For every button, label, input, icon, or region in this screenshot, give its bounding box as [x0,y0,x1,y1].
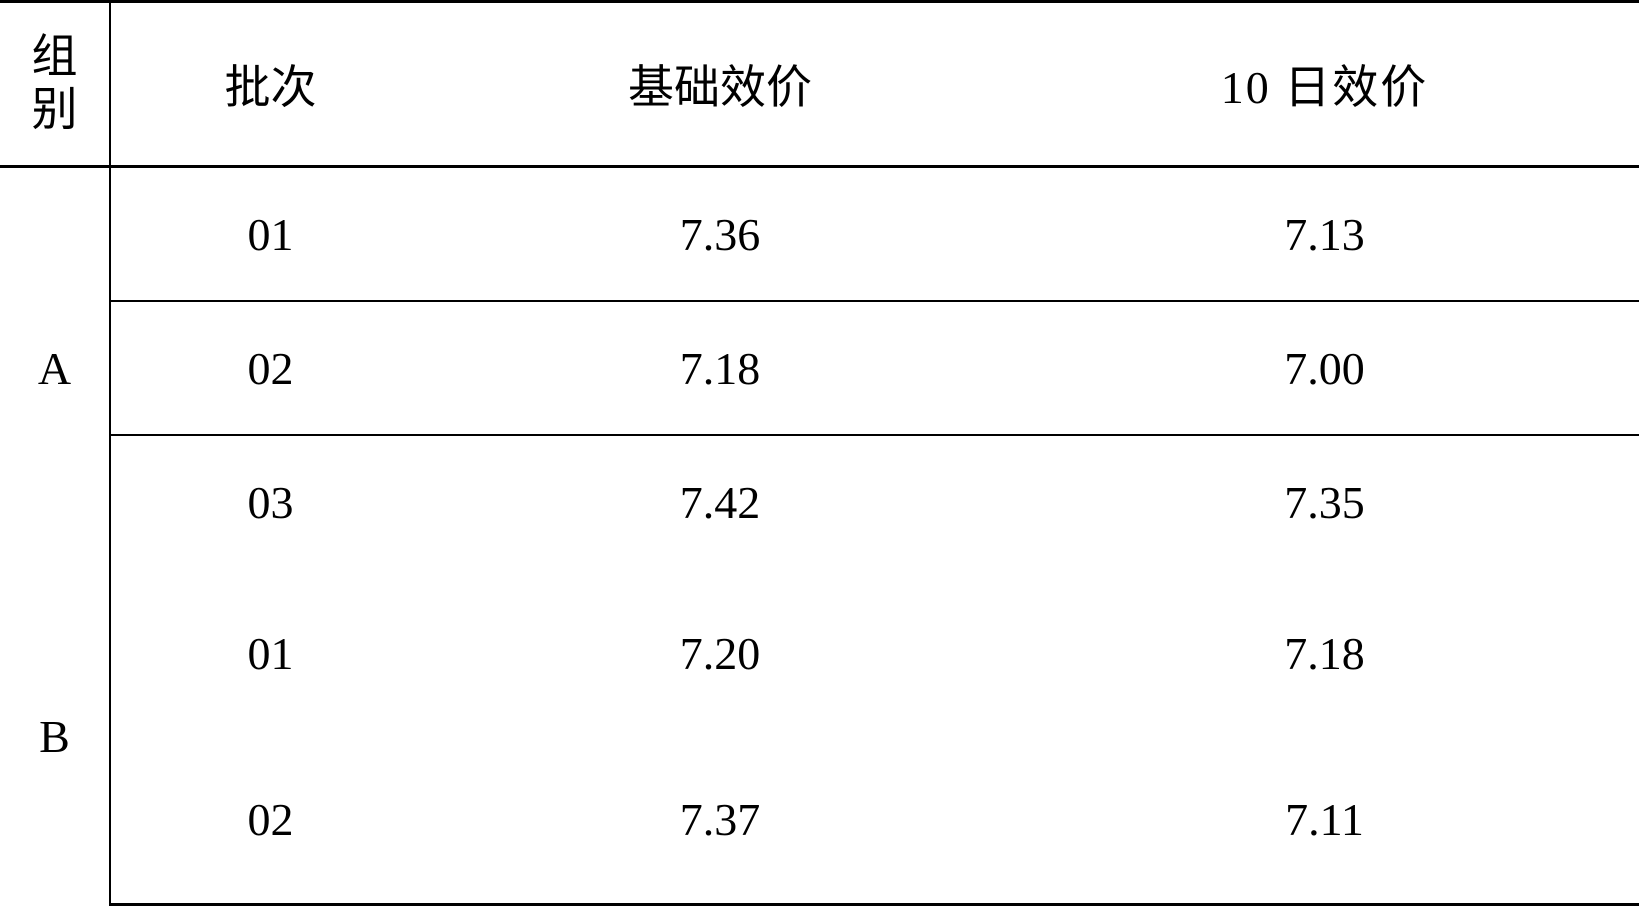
cell-day10-titer: 7.11 [1010,737,1639,905]
cell-batch: 01 [110,167,430,301]
group-label-b: B [0,569,110,904]
table-header-row: 组 别 批次 基础效价 10 日效价 [0,2,1639,167]
col-header-batch: 批次 [110,2,430,167]
cell-base-titer: 7.20 [430,569,1010,737]
table-row: 02 7.18 7.00 [0,301,1639,435]
col-header-base-titer: 基础效价 [430,2,1010,167]
table-row: 02 7.37 7.11 [0,737,1639,905]
cell-batch: 02 [110,737,430,905]
cell-base-titer: 7.36 [430,167,1010,301]
titer-table: 组 别 批次 基础效价 10 日效价 A 01 7.36 7.13 02 7.1… [0,0,1639,906]
col-header-day10-titer: 10 日效价 [1010,2,1639,167]
cell-base-titer: 7.42 [430,435,1010,569]
cell-day10-titer: 7.18 [1010,569,1639,737]
cell-day10-titer: 7.00 [1010,301,1639,435]
col-header-group: 组 别 [0,2,110,167]
cell-base-titer: 7.37 [430,737,1010,905]
cell-day10-titer: 7.13 [1010,167,1639,301]
col-header-group-char1: 组 [32,31,78,84]
col-header-group-char2: 别 [32,84,78,137]
table-row: A 01 7.36 7.13 [0,167,1639,301]
titer-table-container: 组 别 批次 基础效价 10 日效价 A 01 7.36 7.13 02 7.1… [0,0,1639,906]
group-label-a: A [0,167,110,570]
table-row: B 01 7.20 7.18 [0,569,1639,737]
cell-batch: 01 [110,569,430,737]
cell-batch: 02 [110,301,430,435]
table-row: 03 7.42 7.35 [0,435,1639,569]
cell-day10-titer: 7.35 [1010,435,1639,569]
cell-batch: 03 [110,435,430,569]
cell-base-titer: 7.18 [430,301,1010,435]
